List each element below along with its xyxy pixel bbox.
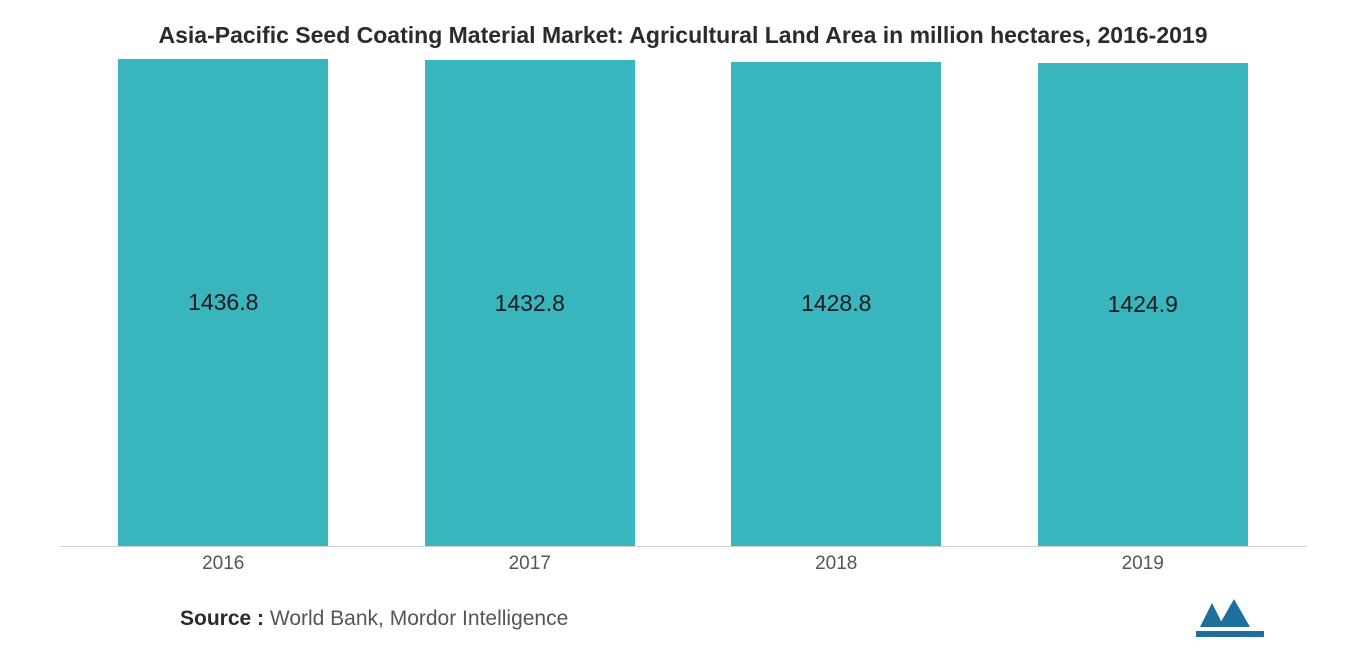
brand-logo: [1196, 597, 1266, 641]
mi-logo-icon: [1196, 597, 1266, 641]
bar-value-label: 1428.8: [801, 290, 871, 317]
bar: 1424.9: [1038, 63, 1248, 546]
bar: 1428.8: [731, 62, 941, 546]
footer-row: Source : World Bank, Mordor Intelligence: [60, 597, 1306, 641]
chart-title: Asia-Pacific Seed Coating Material Marke…: [93, 20, 1273, 51]
bar-column: 1436.8: [70, 59, 377, 546]
bar-value-label: 1436.8: [188, 289, 258, 316]
x-axis-label: 2018: [683, 553, 990, 575]
bar-column: 1432.8: [377, 59, 684, 546]
source-text: World Bank, Mordor Intelligence: [270, 607, 568, 630]
bar: 1432.8: [425, 60, 635, 546]
bar-column: 1428.8: [683, 59, 990, 546]
plot-area: 1436.8 1432.8 1428.8 1424.9: [60, 59, 1306, 547]
x-axis-label: 2016: [70, 553, 377, 575]
bar-value-label: 1432.8: [495, 290, 565, 317]
source-label: Source :: [180, 607, 264, 630]
bar-column: 1424.9: [990, 59, 1297, 546]
x-axis-label: 2019: [990, 553, 1297, 575]
chart-container: Asia-Pacific Seed Coating Material Marke…: [0, 0, 1366, 655]
x-axis-label: 2017: [377, 553, 684, 575]
x-axis-labels: 2016201720182019: [60, 547, 1306, 575]
bar: 1436.8: [118, 59, 328, 546]
bar-value-label: 1424.9: [1108, 291, 1178, 318]
source-line: Source : World Bank, Mordor Intelligence: [180, 607, 568, 631]
